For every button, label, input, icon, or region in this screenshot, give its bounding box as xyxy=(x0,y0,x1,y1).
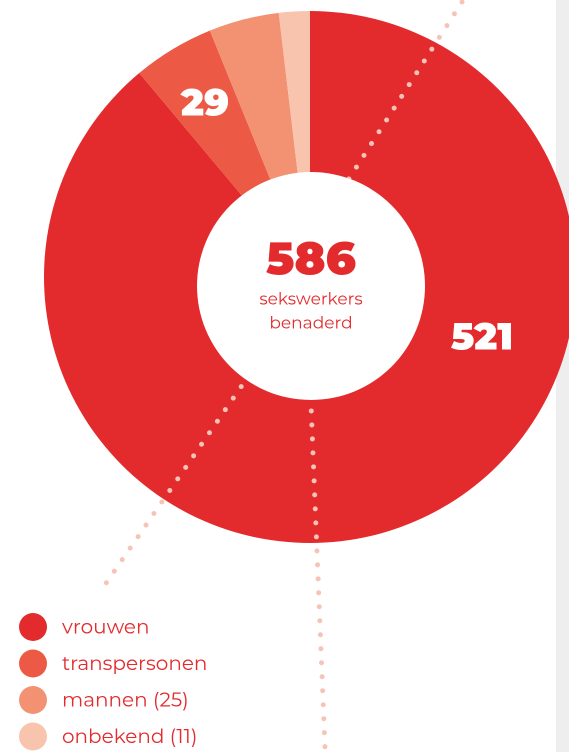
value-labels: 521 29 xyxy=(180,78,513,359)
center-text: benaderd xyxy=(269,313,352,333)
value-label: 29 xyxy=(180,78,229,125)
legend: vrouwen transpersonen mannen (25) onbekend … xyxy=(19,613,207,751)
legend-swatch xyxy=(19,686,47,714)
dotted-line xyxy=(306,352,328,751)
legend-swatch xyxy=(19,649,47,678)
side-strip xyxy=(556,0,569,752)
donut-hole xyxy=(197,172,425,400)
legend-label: transpersonen xyxy=(62,652,207,676)
value-label: 521 xyxy=(451,312,513,359)
legend-label: onbekend (11) xyxy=(62,725,197,749)
legend-label: mannen (25) xyxy=(62,688,189,712)
legend-swatch xyxy=(19,613,47,641)
legend-swatch xyxy=(19,722,47,751)
center-text: sekswerkers xyxy=(259,289,362,309)
legend-label: vrouwen xyxy=(62,615,149,639)
center-value: 586 xyxy=(266,230,356,287)
dotted-lines xyxy=(97,0,465,751)
